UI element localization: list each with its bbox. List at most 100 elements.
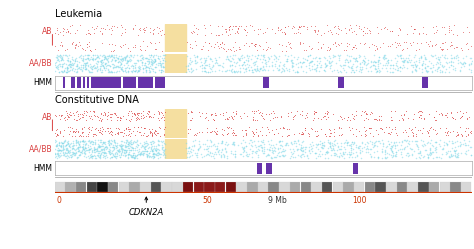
- Point: [457, 142, 465, 146]
- Point: [371, 53, 378, 57]
- Point: [312, 151, 320, 155]
- Point: [68, 126, 75, 130]
- Point: [104, 60, 111, 64]
- Point: [153, 47, 160, 51]
- Point: [300, 139, 307, 143]
- Point: [258, 114, 265, 118]
- Point: [345, 155, 353, 159]
- Point: [85, 147, 93, 151]
- Point: [145, 59, 152, 63]
- Point: [94, 151, 101, 155]
- Point: [186, 45, 194, 49]
- Point: [150, 140, 158, 144]
- Point: [316, 56, 323, 60]
- Point: [237, 116, 245, 120]
- Point: [150, 27, 157, 31]
- Point: [71, 151, 78, 155]
- Point: [67, 62, 75, 65]
- Point: [55, 54, 62, 58]
- Point: [400, 60, 407, 64]
- Point: [134, 68, 141, 72]
- Point: [86, 65, 93, 69]
- Point: [301, 126, 309, 130]
- Point: [222, 149, 230, 153]
- Point: [89, 154, 96, 158]
- Point: [285, 127, 293, 131]
- Point: [297, 153, 304, 157]
- Point: [125, 142, 132, 146]
- Point: [337, 151, 344, 155]
- Point: [233, 30, 241, 34]
- Point: [71, 114, 78, 118]
- Point: [144, 62, 151, 66]
- Point: [112, 53, 120, 57]
- Point: [231, 53, 238, 57]
- Point: [200, 44, 207, 48]
- Point: [317, 145, 325, 149]
- Point: [335, 125, 343, 129]
- Point: [123, 55, 130, 59]
- Point: [223, 132, 230, 136]
- Point: [55, 148, 63, 152]
- Point: [401, 145, 409, 149]
- Point: [186, 118, 193, 122]
- Point: [314, 40, 322, 44]
- Point: [467, 69, 474, 73]
- Point: [100, 140, 107, 144]
- Point: [212, 147, 219, 151]
- Point: [270, 145, 278, 149]
- Point: [75, 145, 82, 149]
- Point: [399, 130, 407, 134]
- Point: [408, 147, 416, 151]
- Point: [342, 31, 350, 35]
- Point: [248, 149, 255, 153]
- Point: [240, 148, 247, 152]
- Point: [248, 70, 256, 74]
- Point: [225, 33, 232, 37]
- Point: [207, 31, 215, 35]
- Point: [159, 113, 167, 117]
- Point: [414, 110, 421, 114]
- Point: [111, 154, 119, 158]
- Point: [152, 70, 159, 74]
- Point: [389, 149, 396, 153]
- Point: [113, 55, 120, 59]
- Point: [219, 46, 227, 50]
- Point: [148, 134, 155, 138]
- Point: [228, 27, 236, 31]
- Bar: [258, 182, 268, 191]
- Point: [62, 143, 70, 147]
- Point: [248, 68, 255, 72]
- Point: [157, 63, 165, 67]
- Point: [365, 141, 372, 145]
- Point: [73, 118, 81, 122]
- Point: [329, 143, 337, 147]
- Point: [213, 40, 220, 44]
- Point: [234, 26, 242, 30]
- Point: [138, 60, 146, 63]
- Point: [147, 146, 155, 150]
- Point: [237, 54, 245, 58]
- Point: [219, 41, 226, 45]
- Point: [58, 141, 66, 145]
- Point: [398, 59, 406, 62]
- Point: [323, 109, 330, 113]
- Point: [107, 56, 114, 60]
- Point: [374, 155, 382, 159]
- Point: [148, 148, 155, 152]
- Point: [340, 141, 348, 145]
- Point: [91, 47, 99, 51]
- Point: [276, 146, 284, 150]
- Point: [121, 148, 128, 152]
- Point: [424, 140, 431, 144]
- Point: [145, 112, 152, 116]
- Point: [100, 141, 108, 145]
- Point: [97, 148, 104, 152]
- Point: [218, 64, 226, 68]
- Point: [51, 32, 59, 36]
- Point: [313, 32, 321, 36]
- Point: [374, 139, 382, 143]
- Point: [315, 56, 323, 60]
- Point: [123, 59, 130, 63]
- Point: [450, 64, 457, 68]
